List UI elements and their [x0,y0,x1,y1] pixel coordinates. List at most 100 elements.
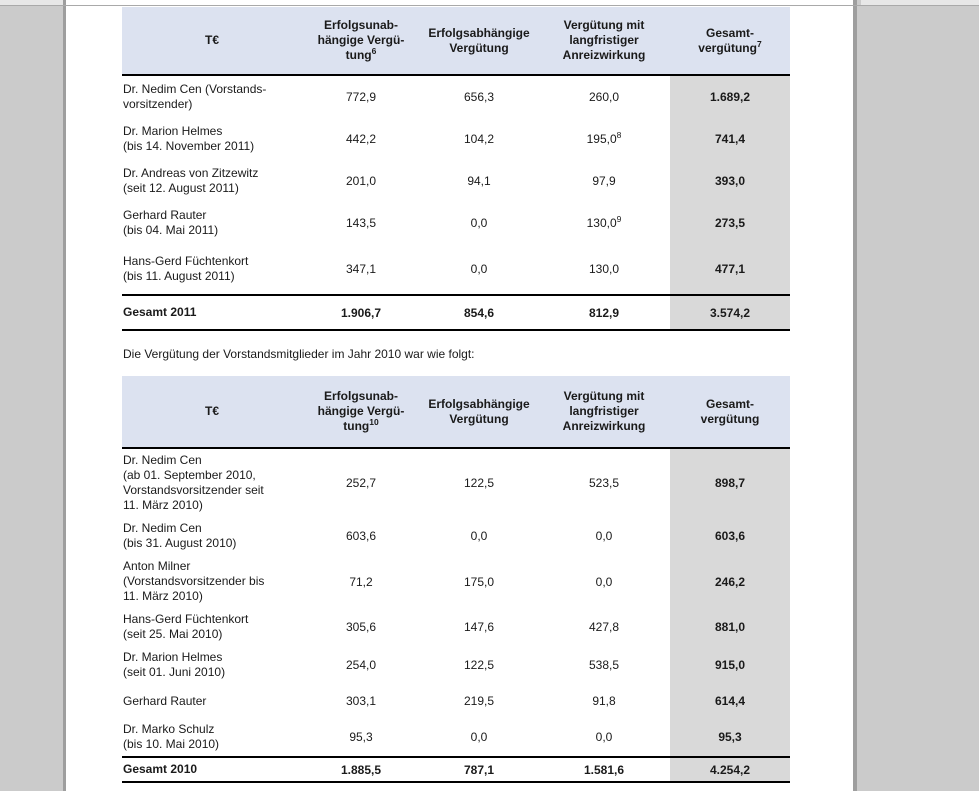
performance-compensation-value: 122,5 [463,658,495,672]
value-text: 195,0 [586,132,617,146]
executive-name: Anton Milner (Vorstandsvorsitzender bis … [123,559,265,603]
viewer-margin-top-left [0,0,63,5]
total-compensation-value: 393,0 [670,160,790,202]
total-label: Gesamt 2011 [122,294,302,331]
performance-compensation-value: 0,0 [470,529,488,543]
fixed-compensation-value: 95,3 [349,730,373,744]
compensation-table-2011: T€ Erfolgsunab- hängige Vergü- tung6 Erf… [122,7,790,331]
longterm-incentive-value: 97,9 [538,160,670,202]
header-row: T€ Erfolgsunab- hängige Vergü- tung6 Erf… [122,7,790,76]
executive-name: Dr. Nedim Cen (Vorstands- vorsitzender) [123,82,267,111]
performance-compensation-value: 94,1 [467,174,491,188]
col-header-fixed-compensation: Erfolgsunab- hängige Vergü- tung6 [302,7,420,76]
table-row: Dr. Nedim Cen (ab 01. September 2010, Vo… [122,448,790,517]
table-row: Dr. Nedim Cen (bis 31. August 2010) 603,… [122,517,790,555]
col-header-longterm-incentive: Vergütung mit langfristiger Anreizwirkun… [538,7,670,76]
total-compensation-value: 741,4 [670,118,790,160]
value-text: 130,0 [586,216,617,230]
performance-compensation-value: 175,0 [463,574,495,589]
total-row-2010: Gesamt 2010 1.885,5 787,1 1.581,6 4.254,… [122,756,790,783]
longterm-incentive-value: 538,5 [588,658,620,672]
col-header-currency: T€ [122,7,302,76]
total-compensation-value: 477,1 [670,244,790,295]
total-compensation-value: 273,5 [670,202,790,244]
table-2011-header: T€ Erfolgsunab- hängige Vergü- tung6 Erf… [122,7,790,76]
performance-compensation-value: 0,0 [470,262,488,276]
performance-compensation-value: 104,2 [463,132,495,146]
executive-name: Hans-Gerd Füchtenkort (seit 25. Mai 2010… [123,612,249,641]
footnote-marker: 6 [371,46,377,56]
performance-compensation-total: 854,6 [420,294,538,331]
performance-compensation-value: 0,0 [470,730,488,744]
total-compensation-value: 1.689,2 [670,75,790,118]
fixed-compensation-value: 71,2 [349,574,373,589]
fixed-compensation-value: 303,1 [345,694,377,708]
fixed-compensation-value: 442,2 [345,132,377,146]
table-row: Gerhard Rauter 303,1 219,5 91,8 614,4 [122,684,790,718]
performance-compensation-value: 147,6 [463,620,495,634]
table-row: Hans-Gerd Füchtenkort (bis 11. August 20… [122,244,790,295]
intro-text-2010: Die Vergütung der Vorstandsmitglieder im… [123,347,475,361]
footnote-marker: 8 [616,130,622,140]
col-header-currency: T€ [122,376,302,449]
viewer-margin-top-right [861,0,979,5]
fixed-compensation-value: 252,7 [345,476,377,490]
value-text: 97,9 [592,174,616,188]
header-text: Gesamt- vergütung [698,25,757,55]
total-compensation-value: 603,6 [670,517,790,555]
footnote-marker: 7 [756,38,762,49]
value-text: 130,0 [588,262,620,276]
longterm-incentive-value: 130,09 [538,202,670,244]
fixed-compensation-value: 201,0 [345,174,377,188]
table-row: Dr. Nedim Cen (Vorstands- vorsitzender) … [122,75,790,118]
table-row: Dr. Marko Schulz (bis 10. Mai 2010) 95,3… [122,718,790,757]
value-text: 260,0 [588,90,620,104]
longterm-incentive-value: 130,0 [538,244,670,295]
performance-compensation-value: 122,5 [463,476,495,490]
performance-compensation-value: 656,3 [463,90,495,104]
col-header-total-compensation: Gesamt- vergütung [670,376,790,449]
col-header-performance-compensation: Erfolgsabhängige Vergütung [420,376,538,449]
executive-name: Dr. Andreas von Zitzewitz (seit 12. Augu… [123,166,259,195]
longterm-incentive-total: 1.581,6 [538,756,670,783]
executive-name: Dr. Nedim Cen (bis 31. August 2010) [123,521,237,550]
longterm-incentive-value: 523,5 [588,476,620,490]
total-compensation-value: 614,4 [670,684,790,718]
header-text: Erfolgsunab- hängige Vergü- tung [317,18,405,62]
longterm-incentive-value: 427,8 [588,620,620,634]
total-compensation-value: 95,3 [670,718,790,757]
total-label: Gesamt 2010 [122,756,302,783]
fixed-compensation-value: 347,1 [345,262,377,276]
col-header-total-compensation: Gesamt- vergütung7 [670,7,790,76]
pdf-page: T€ Erfolgsunab- hängige Vergü- tung6 Erf… [63,0,857,791]
col-header-fixed-compensation: Erfolgsunab- hängige Vergü- tung10 [302,376,420,449]
performance-compensation-value: 219,5 [463,694,495,708]
longterm-incentive-value: 0,0 [595,730,613,744]
page-top-divider [0,5,979,6]
fixed-compensation-value: 603,6 [345,529,377,543]
total-compensation-total: 3.574,2 [670,294,790,331]
fixed-compensation-value: 305,6 [345,620,377,634]
fixed-compensation-value: 254,0 [345,658,377,672]
col-header-longterm-incentive: Vergütung mit langfristiger Anreizwirkun… [538,376,670,449]
table-row: Dr. Andreas von Zitzewitz (seit 12. Augu… [122,160,790,202]
table-row: Dr. Marion Helmes (bis 14. November 2011… [122,118,790,160]
fixed-compensation-total: 1.885,5 [302,756,420,783]
col-header-performance-compensation: Erfolgsabhängige Vergütung [420,7,538,76]
table-2011-body: Dr. Nedim Cen (Vorstands- vorsitzender) … [122,75,790,331]
longterm-incentive-total: 812,9 [538,294,670,331]
performance-compensation-value: 0,0 [470,216,488,230]
total-compensation-value: 881,0 [670,608,790,646]
table-2010-header: T€ Erfolgsunab- hängige Vergü- tung10 Er… [122,376,790,449]
fixed-compensation-value: 143,5 [345,216,377,230]
total-row-2011: Gesamt 2011 1.906,7 854,6 812,9 3.574,2 [122,294,790,331]
longterm-incentive-value: 0,0 [595,574,613,589]
table-row: Anton Milner (Vorstandsvorsitzender bis … [122,555,790,608]
total-compensation-total: 4.254,2 [670,756,790,783]
executive-name: Dr. Marion Helmes (bis 14. November 2011… [123,124,255,153]
fixed-compensation-value: 772,9 [345,90,377,104]
table-row: Hans-Gerd Füchtenkort (seit 25. Mai 2010… [122,608,790,646]
performance-compensation-total: 787,1 [420,756,538,783]
header-row: T€ Erfolgsunab- hängige Vergü- tung10 Er… [122,376,790,449]
total-compensation-value: 898,7 [670,448,790,517]
